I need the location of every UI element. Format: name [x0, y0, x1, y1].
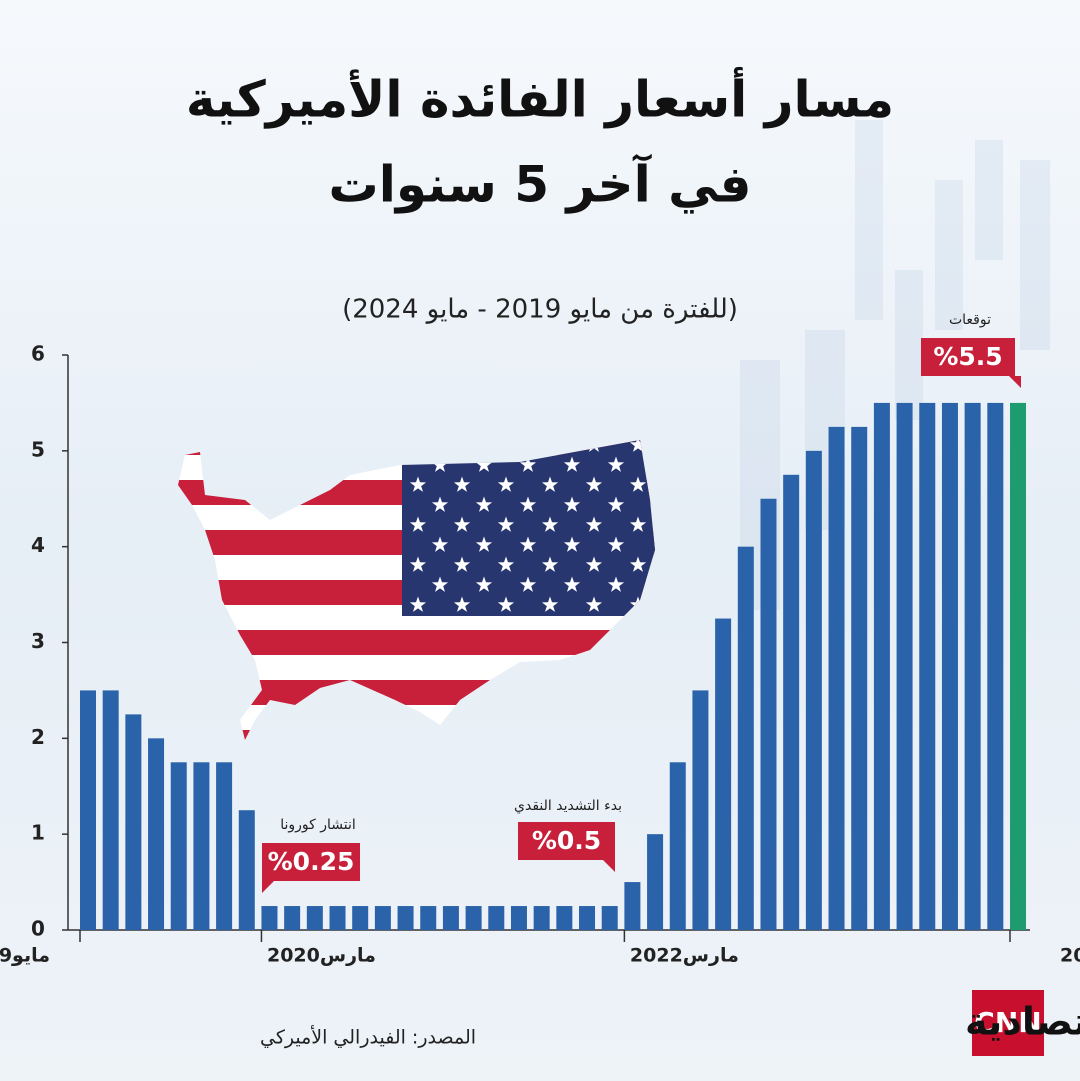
y-tick-label: 6 [31, 342, 45, 366]
bar [148, 738, 165, 930]
x-tick-label: مارس2022 [630, 945, 739, 967]
bar [1010, 402, 1026, 931]
bar [715, 618, 732, 930]
bar [896, 402, 913, 931]
bar [397, 906, 414, 930]
bar [873, 402, 890, 931]
bar [442, 906, 459, 930]
logo-name: الاقتصادية [965, 1000, 1080, 1044]
bar [80, 690, 96, 930]
bar [306, 906, 323, 930]
bar [556, 906, 573, 930]
logo-brand: CNN [974, 1006, 1041, 1039]
source: المصدر: الفيدرالي الأميركي [260, 1026, 476, 1049]
bar [170, 762, 187, 930]
bar [692, 690, 709, 930]
bar [783, 474, 800, 930]
bar [601, 906, 618, 930]
bar [261, 906, 278, 930]
callout-pointer [262, 881, 274, 893]
bar [941, 402, 958, 931]
bar [102, 690, 119, 930]
bar [760, 498, 777, 930]
bar [647, 834, 664, 930]
callout-label: توقعات [949, 312, 991, 328]
logo-box [972, 990, 1044, 1056]
callout-pointer [1009, 376, 1021, 388]
callout-label: بدء التشديد النقدي [514, 798, 622, 814]
callout-value: %5.5 [933, 342, 1002, 371]
bar [374, 906, 391, 930]
title-line: مسار أسعار الفائدة الأميركية [186, 67, 894, 130]
subtitle: (للفترة من مايو 2019 - مايو 2024) [342, 295, 738, 325]
bar [329, 906, 346, 930]
bar [510, 906, 527, 930]
bar [805, 450, 822, 930]
x-tick-label: مارس2020 [267, 945, 376, 967]
callout-box [518, 822, 615, 860]
bar [488, 906, 505, 930]
callout-box [921, 338, 1015, 376]
bar [919, 402, 936, 931]
y-tick-label: 2 [31, 725, 45, 749]
bar [737, 546, 754, 930]
bar [465, 906, 482, 930]
bar [193, 762, 210, 930]
callout-value: %0.25 [268, 847, 355, 876]
bar [533, 906, 550, 930]
y-tick-label: 4 [31, 533, 45, 557]
bar [125, 714, 142, 930]
y-tick-label: 5 [31, 437, 45, 461]
bar [828, 426, 845, 930]
callout-value: %0.5 [532, 826, 601, 855]
bar [669, 762, 686, 930]
bar [851, 426, 868, 930]
bar [579, 906, 596, 930]
bar [420, 906, 437, 930]
x-tick-label: يونيو 2024 [1060, 945, 1080, 967]
callout-box [262, 843, 360, 881]
callout-pointer [603, 860, 615, 872]
bar [624, 882, 641, 930]
title-line: في آخر 5 سنوات [329, 154, 752, 215]
bar [216, 762, 233, 930]
bar [352, 906, 369, 930]
bar [238, 810, 255, 930]
callout-label: انتشار كورونا [280, 817, 356, 833]
y-tick-label: 1 [31, 821, 45, 845]
bar [284, 906, 301, 930]
y-tick-label: 0 [31, 917, 45, 941]
y-tick-label: 3 [31, 629, 45, 653]
bar [964, 402, 981, 931]
bar [987, 402, 1004, 931]
